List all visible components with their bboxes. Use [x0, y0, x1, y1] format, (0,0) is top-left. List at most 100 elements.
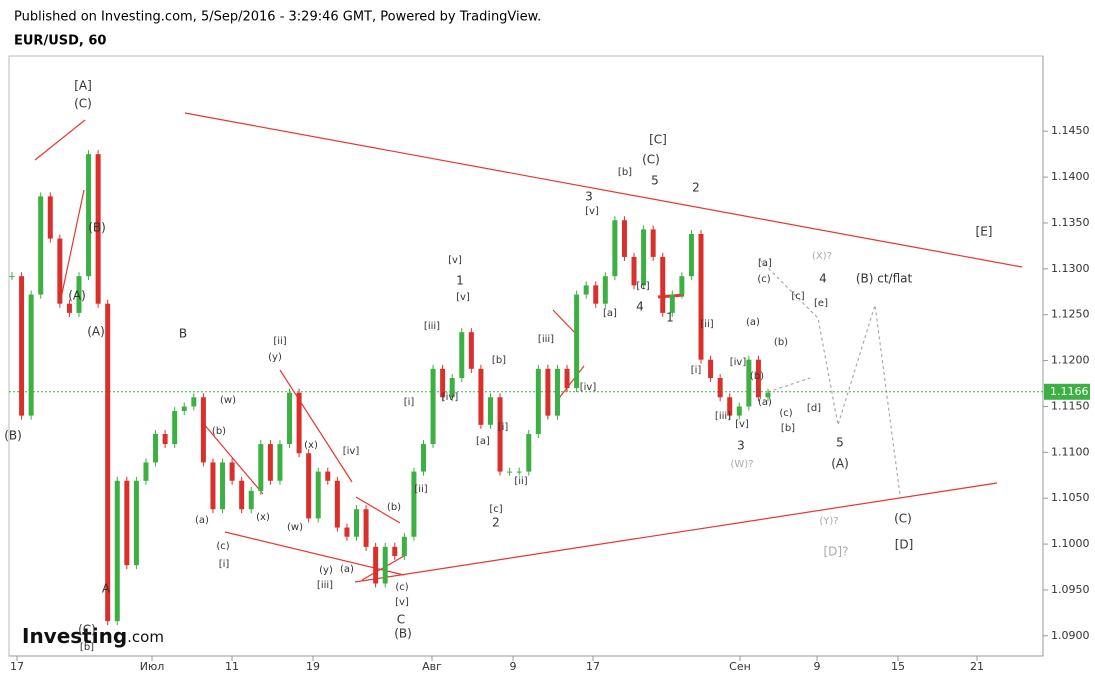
wave-label: 3	[585, 190, 593, 204]
candle	[621, 220, 627, 257]
wave-label: [iv]	[343, 446, 360, 457]
wave-label: (B)	[4, 429, 22, 443]
candle	[105, 303, 111, 622]
candle	[162, 433, 168, 445]
y-tick-label: 1.1100	[1051, 445, 1090, 458]
candle	[449, 378, 455, 398]
candle	[47, 196, 53, 239]
candle	[191, 397, 197, 407]
wave-label: [iii]	[715, 411, 731, 422]
candle	[258, 444, 264, 491]
y-tick-label: 1.1200	[1051, 354, 1090, 367]
wave-label: (x)	[256, 512, 270, 523]
candle	[28, 294, 34, 416]
candle	[755, 359, 761, 398]
candle	[688, 233, 694, 277]
wave-label: [i]	[219, 559, 230, 570]
x-tick-label: Авг	[422, 660, 442, 673]
candle	[248, 490, 254, 510]
wave-label: (c)	[395, 582, 408, 593]
wave-label: (b)	[750, 371, 764, 382]
candle	[583, 285, 589, 295]
candle	[315, 471, 321, 519]
candle	[631, 256, 637, 286]
wave-label: A	[102, 582, 111, 596]
x-tick-label: Июл	[140, 660, 165, 673]
wave-label: (b)	[212, 426, 226, 437]
candle	[459, 332, 465, 379]
wave-label: (C)	[78, 623, 96, 637]
x-tick-label: 15	[891, 660, 905, 673]
wave-label: 5	[836, 436, 844, 450]
wave-label: (W)?	[731, 459, 754, 470]
y-tick-label: 1.0900	[1051, 629, 1090, 642]
wave-label: [iv]	[730, 357, 747, 368]
wave-label: C	[397, 613, 405, 627]
wave-label: (c)	[757, 274, 770, 285]
y-tick-label: 1.1300	[1051, 262, 1090, 275]
wave-label: 4	[819, 272, 827, 286]
candle	[38, 196, 44, 295]
wave-label: [b]	[80, 642, 94, 653]
wave-label: [ii]	[514, 476, 527, 487]
wave-label: B	[179, 327, 187, 341]
wave-label: [ii]	[700, 319, 713, 330]
wave-label: (w)	[287, 522, 303, 533]
candle	[363, 509, 369, 547]
wave-label: 1	[666, 311, 674, 325]
candle	[401, 536, 407, 556]
wave-label: (c)	[216, 541, 229, 552]
symbol: EUR/USD, 60	[14, 34, 106, 49]
candle	[382, 546, 388, 584]
y-tick-label: 1.1350	[1051, 216, 1090, 229]
x-tick-label: 19	[306, 660, 320, 673]
candle	[306, 453, 312, 519]
candle	[717, 378, 723, 398]
wave-label: (a)	[758, 397, 772, 408]
candle	[708, 359, 714, 379]
wave-label: (B)	[88, 221, 106, 235]
wave-label: (y)	[319, 565, 333, 576]
x-tick-label: 11	[225, 660, 239, 673]
candle	[440, 368, 446, 398]
candle	[143, 462, 149, 481]
candle	[181, 406, 187, 412]
wave-label: (a)	[340, 564, 354, 575]
candle	[354, 509, 360, 537]
wave-label: (b)	[774, 337, 788, 348]
candle	[679, 276, 685, 295]
candle	[727, 397, 733, 416]
wave-label: (y)	[268, 352, 282, 363]
logo: Investing.com	[22, 624, 164, 648]
candle	[57, 238, 63, 304]
wave-label: [a]	[603, 308, 617, 319]
last-price-label: 1.1166	[1050, 385, 1089, 398]
wave-label: [b]	[781, 423, 795, 434]
candle	[554, 368, 560, 416]
wave-label: [v]	[448, 255, 462, 266]
candle	[765, 392, 771, 398]
candle	[220, 462, 226, 510]
wave-label: [D]?	[824, 545, 849, 559]
wave-label: [C]	[649, 133, 667, 147]
candle	[344, 527, 350, 537]
trend-lines	[34, 112, 1023, 583]
candle	[564, 368, 570, 389]
wave-label: (A)	[68, 289, 86, 303]
candle	[593, 285, 599, 304]
wave-label: [E]	[976, 225, 993, 239]
x-tick-label: 9	[510, 660, 517, 673]
wave-label: (x)	[304, 440, 318, 451]
wave-label: [D]	[895, 538, 914, 552]
wave-label: [i]	[404, 397, 415, 408]
wave-label: (C)	[642, 153, 660, 167]
wave-label: [a]	[758, 258, 772, 269]
y-tick-label: 1.1250	[1051, 308, 1090, 321]
wave-label: (C)	[74, 97, 92, 111]
y-tick-label: 1.1450	[1051, 124, 1090, 137]
candle	[430, 368, 436, 445]
wave-label: 1	[456, 274, 464, 288]
wave-label: 5	[651, 174, 659, 188]
y-tick-label: 1.1000	[1051, 537, 1090, 550]
x-tick-label: 17	[10, 660, 24, 673]
